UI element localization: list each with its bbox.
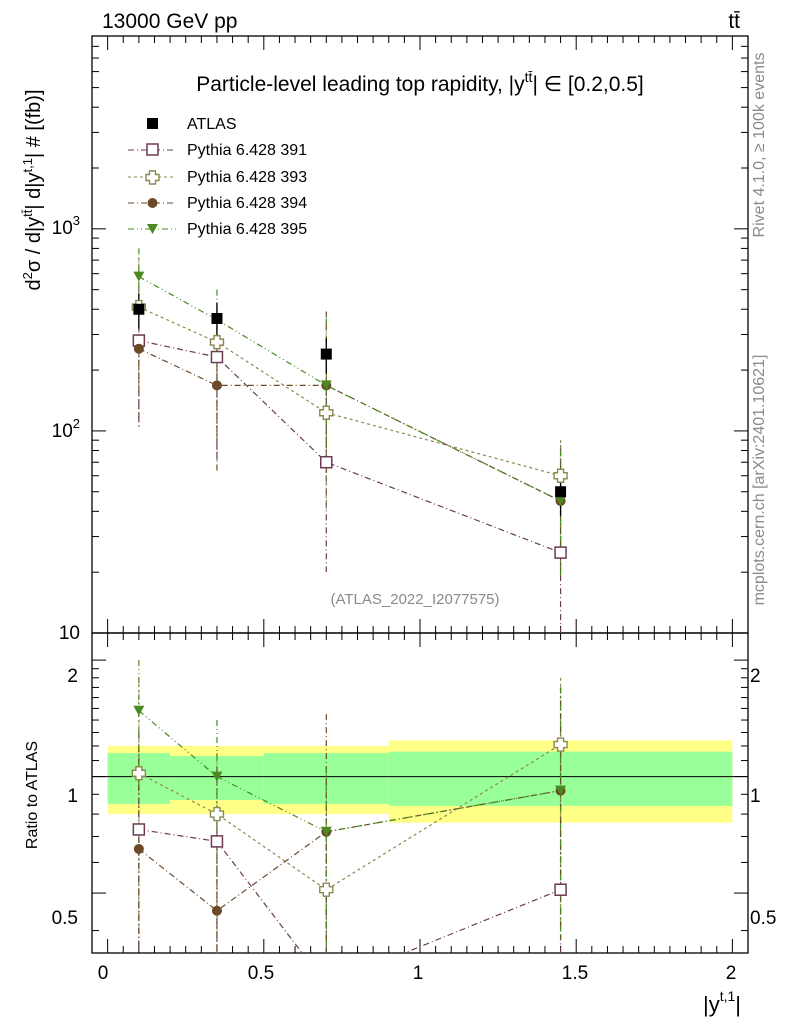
- ylabel-a: d: [23, 279, 45, 290]
- title-range: | ∈ [0.2,0.5]: [532, 73, 643, 96]
- ratio-point-series-1-bin-2: [319, 882, 334, 897]
- main-point-series-2-bin-1: [211, 380, 222, 391]
- ratio-point-series-2-bin-1: [211, 905, 222, 916]
- ratio-tick-label-1-left: 1: [67, 786, 78, 807]
- ratio-point-series-3-bin-0: [133, 705, 145, 716]
- x-tick-label-0.5: 0.5: [248, 963, 274, 984]
- series-lines: [138, 276, 561, 953]
- markers: [131, 271, 568, 916]
- ratio-point-series-1-bin-3: [553, 737, 568, 752]
- main-point-series-1-bin-2: [319, 405, 334, 420]
- ratio-point-series-3-bin-2: [320, 826, 332, 837]
- ylabel-b-sup: tt̄: [20, 209, 35, 217]
- ratio-tick-label-0.5-left: 0.5: [52, 908, 78, 929]
- main-y-axis-label: d2σ / d|ytt̄| d|yt,1| # [(fb)]: [20, 89, 45, 290]
- axes: [91, 35, 749, 954]
- legend-label-395: Pythia 6.428 395: [187, 221, 307, 238]
- main-line-series-2: [138, 348, 561, 502]
- title-var: y: [514, 73, 525, 96]
- ylabel-b: σ / d|y: [23, 217, 45, 272]
- ratio-y-axis-label: Ratio to ATLAS: [24, 741, 41, 849]
- ratio-tick-label-1-right: 1: [750, 786, 761, 807]
- ratio-line-series-0: [138, 828, 561, 953]
- ylabel-c-sup: t,1: [20, 158, 35, 172]
- main-line-series-0: [138, 339, 561, 554]
- mcplots-label: mcplots.cern.ch [arXiv:2401.10621]: [751, 355, 768, 606]
- xlabel-sup: t,1: [720, 988, 736, 1004]
- ratio-point-series-1-bin-1: [209, 806, 225, 822]
- title-sup: tt̄: [525, 69, 533, 85]
- ratio-uncertainty-bands: [107, 740, 733, 823]
- legend-marker-394: [147, 198, 158, 208]
- ratio-point-series-0-bin-0: [132, 823, 146, 836]
- legend-marker-atlas: [147, 118, 158, 129]
- error-bars: [138, 248, 562, 953]
- atlas-point-bin-1: [211, 312, 223, 324]
- main-point-series-3-bin-0: [133, 271, 145, 282]
- legend-label-393: Pythia 6.428 393: [187, 169, 307, 186]
- y-tick-label-100: 102: [52, 416, 80, 442]
- atlas-point-bin-3: [555, 486, 567, 498]
- energy-label: 13000 GeV pp: [102, 10, 237, 33]
- legend-marker-393: [145, 170, 160, 185]
- ratio-point-series-0-bin-3: [554, 883, 567, 896]
- legend-label-atlas: ATLAS: [187, 116, 237, 133]
- legend-label-394: Pythia 6.428 394: [187, 195, 307, 212]
- ratio-line-series-3: [138, 710, 561, 833]
- x-axis-label: |yt,1|: [703, 988, 741, 1017]
- main-point-series-1-bin-1: [209, 334, 225, 350]
- legend-label-391: Pythia 6.428 391: [187, 142, 307, 159]
- x-tick-label-1.5: 1.5: [562, 963, 588, 984]
- ratio-point-series-1-bin-0: [131, 766, 147, 781]
- main-point-series-3-bin-2: [320, 380, 332, 391]
- ratio-point-series-0-bin-1: [210, 835, 224, 848]
- process-label: tt̄: [728, 10, 740, 33]
- atlas-point-bin-0: [133, 303, 145, 315]
- main-point-series-0-bin-3: [554, 546, 567, 559]
- y-tick-label-10: 10: [59, 623, 80, 644]
- title-main: Particle-level leading top rapidity, |: [196, 73, 514, 96]
- ylabel-a-sup: 2: [20, 272, 35, 279]
- x-tick-label-1: 1: [413, 963, 424, 984]
- ratio-point-series-3-bin-3: [555, 785, 567, 796]
- main-line-series-3: [138, 276, 561, 502]
- ylabel-d: | # [(fb)]: [23, 89, 45, 158]
- main-point-series-2-bin-0: [133, 343, 144, 354]
- plot-title: Particle-level leading top rapidity, |yt…: [196, 69, 644, 96]
- x-tick-label-2: 2: [726, 963, 737, 984]
- xlabel-a: |y: [703, 992, 720, 1017]
- y-tick-label-1000: 103: [52, 213, 80, 239]
- rivet-label: Rivet 4.1.0, ≥ 100k events: [751, 53, 768, 238]
- main-point-series-3-bin-3: [555, 495, 567, 506]
- main-point-series-0-bin-1: [210, 350, 224, 364]
- ratio-line-series-1: [138, 744, 561, 891]
- analysis-watermark: (ATLAS_2022_I2077575): [330, 591, 499, 608]
- atlas-point-bin-2: [320, 348, 332, 360]
- legend: ATLAS Pythia 6.428 391 Pythia 6.428 393 …: [128, 116, 307, 238]
- legend-marker-391: [146, 143, 159, 156]
- ratio-tick-label-0.5-right: 0.5: [750, 908, 776, 929]
- main-point-series-1-bin-3: [553, 468, 568, 483]
- ratio-point-series-2-bin-0: [133, 843, 144, 854]
- ylabel-c: | d|y: [23, 173, 45, 210]
- ratio-point-series-3-bin-1: [211, 771, 223, 782]
- ratio-tick-label-2-left: 2: [67, 666, 78, 687]
- legend-marker-395: [147, 224, 158, 234]
- x-tick-label-0: 0: [98, 963, 109, 984]
- main-point-series-0-bin-2: [320, 455, 333, 469]
- main-line-series-1: [138, 306, 561, 477]
- ratio-tick-label-2-right: 2: [750, 666, 761, 687]
- xlabel-b: |: [735, 992, 741, 1017]
